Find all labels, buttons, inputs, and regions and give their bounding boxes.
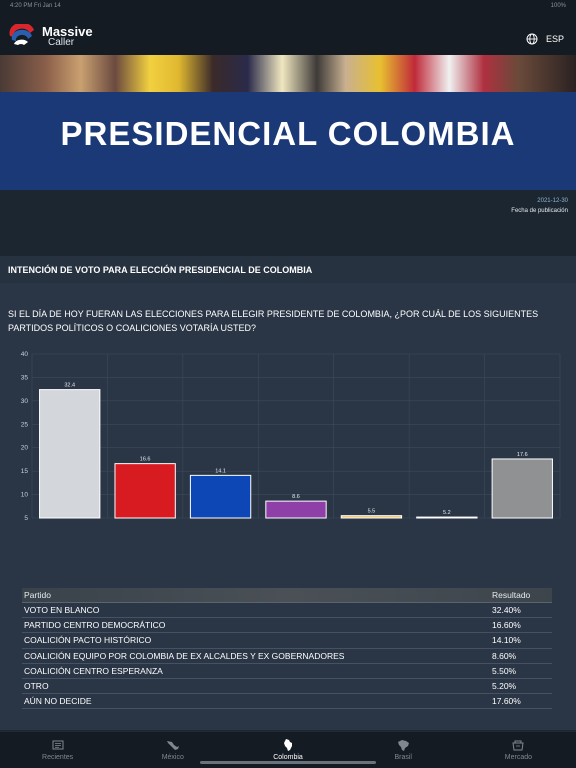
bar	[265, 500, 327, 519]
bar-data-label: 16.6	[140, 457, 151, 463]
brand-line-1: Massive	[42, 24, 93, 39]
tab-label: Colombia	[273, 754, 303, 761]
row-party: AÚN NO DECIDE	[24, 696, 92, 707]
row-party: COALICIÓN EQUIPO POR COLOMBIA DE EX ALCA…	[24, 650, 345, 661]
header-party: Partido	[24, 590, 51, 600]
language-selector[interactable]: ESP	[526, 33, 564, 45]
row-party: COALICIÓN CENTRO ESPERANZA	[24, 665, 163, 676]
row-result: 17.60%	[492, 696, 521, 707]
y-tick-label: 30	[21, 398, 29, 405]
survey-question: SI EL DÍA DE HOY FUERAN LAS ELECCIONES P…	[8, 309, 539, 333]
banner-title: PRESIDENCIAL COLOMBIA	[60, 115, 516, 152]
tab-mexico[interactable]: México	[115, 732, 230, 768]
bar-data-label: 5.2	[443, 510, 451, 516]
bar-data-label: 17.6	[517, 452, 528, 458]
section-title: INTENCIÓN DE VOTO PARA ELECCIÓN PRESIDEN…	[8, 265, 313, 275]
row-party: OTRO	[24, 681, 49, 692]
y-tick-label: 25	[21, 421, 29, 428]
bar	[39, 389, 101, 519]
table-header: Partido Resultado	[22, 588, 552, 603]
table-row: COALICIÓN EQUIPO POR COLOMBIA DE EX ALCA…	[22, 649, 552, 664]
brazil-map-icon	[398, 740, 410, 751]
section-header	[0, 256, 576, 283]
bar	[340, 515, 403, 519]
tab-brasil[interactable]: Brasil	[346, 732, 461, 768]
mexico-map-icon	[166, 741, 179, 750]
app-header: Massive Caller ESP	[0, 14, 576, 55]
tab-label: Brasil	[394, 754, 412, 761]
table-row: AÚN NO DECIDE 17.60%	[22, 694, 552, 710]
table-row: VOTO EN BLANCO 32.40%	[22, 603, 552, 619]
bar-data-label: 32.4	[64, 383, 75, 389]
status-bar: 4:20 PM Fri Jan 14 100%	[0, 0, 576, 14]
y-tick-label: 20	[21, 445, 29, 452]
market-icon	[512, 740, 524, 751]
massive-caller-logo-icon	[9, 24, 34, 45]
hero-banner: PRESIDENCIAL COLOMBIA	[0, 55, 576, 190]
y-tick-label: 15	[21, 468, 29, 475]
newspaper-icon	[52, 740, 64, 750]
bar	[114, 463, 176, 519]
tab-label: Mercado	[504, 754, 533, 761]
language-label: ESP	[545, 34, 564, 44]
tab-recientes[interactable]: Recientes	[0, 732, 115, 768]
row-result: 5.50%	[492, 665, 517, 676]
bar-data-label: 8.6	[292, 494, 300, 500]
brand-name: Massive Caller	[42, 25, 93, 48]
row-result: 8.60%	[492, 650, 517, 661]
brand-line-2: Caller	[48, 37, 75, 48]
vote-intention-bar-chart: 40 35 30 25 20 15 10 5 32.4 16.6 14.1 8.6 5.5 5.2 17.6	[21, 351, 561, 522]
results-table: Partido Resultado VOTO EN BLANCO 32.40% …	[22, 588, 552, 710]
status-battery: 100%	[550, 3, 566, 9]
header-result: Resultado	[492, 590, 531, 600]
home-indicator	[200, 761, 376, 764]
table-row: PARTIDO CENTRO DEMOCRÁTICO 16.60%	[22, 618, 552, 634]
y-tick-label: 10	[21, 492, 29, 499]
bar	[189, 474, 252, 519]
bar	[491, 458, 553, 519]
publication-date: 2021-12-30	[537, 198, 568, 204]
row-result: 14.10%	[492, 635, 521, 646]
tab-mercado[interactable]: Mercado	[461, 732, 576, 768]
row-result: 32.40%	[492, 605, 521, 616]
status-time: 4:20 PM Fri Jan 14	[10, 3, 61, 9]
banner-photo	[0, 55, 576, 92]
row-party: COALICIÓN PACTO HISTÓRICO	[24, 635, 152, 646]
bar	[416, 516, 478, 519]
y-tick-label: 40	[21, 351, 29, 358]
table-row: COALICIÓN CENTRO ESPERANZA 5.50%	[22, 664, 552, 679]
row-party: VOTO EN BLANCO	[24, 605, 100, 616]
publication-date-label: Fecha de publicación	[511, 208, 568, 214]
y-tick-label: 5	[24, 515, 28, 522]
banner-title-band	[0, 92, 576, 190]
row-party: PARTIDO CENTRO DEMOCRÁTICO	[24, 620, 166, 631]
table-row: OTRO 5.20%	[22, 679, 552, 695]
bar-data-label: 14.1	[215, 468, 226, 474]
bar-data-label: 5.5	[368, 509, 376, 515]
y-tick-label: 35	[21, 374, 29, 381]
tab-label: Recientes	[42, 754, 74, 761]
table-row: COALICIÓN PACTO HISTÓRICO 14.10%	[22, 633, 552, 649]
row-result: 16.60%	[492, 620, 521, 631]
globe-icon	[526, 33, 538, 45]
row-result: 5.20%	[492, 681, 517, 692]
tab-colombia[interactable]: Colombia	[230, 732, 345, 768]
tab-label: México	[161, 754, 184, 761]
colombia-map-icon	[284, 739, 292, 751]
